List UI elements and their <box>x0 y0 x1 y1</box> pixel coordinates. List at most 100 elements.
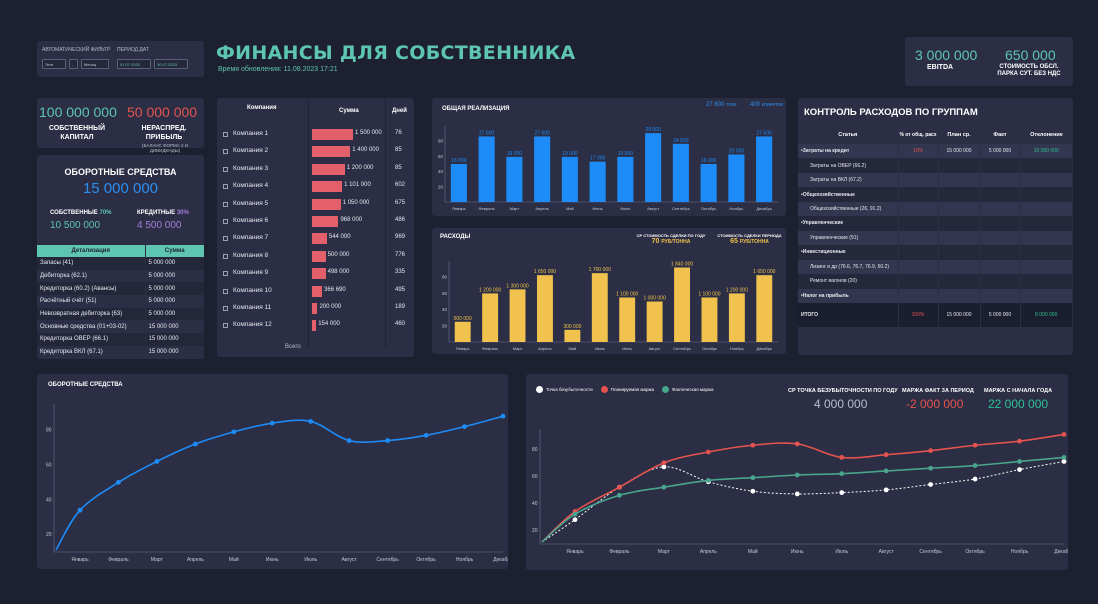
data-point[interactable] <box>1061 455 1067 460</box>
data-point[interactable] <box>1061 432 1067 437</box>
data-point[interactable] <box>1061 459 1067 464</box>
data-point[interactable] <box>661 460 667 466</box>
expand-icon[interactable] <box>223 323 228 329</box>
date-from-input[interactable]: 01.07.2023 <box>117 59 151 69</box>
company-row[interactable]: Компания 6 968 000 486 <box>217 213 411 230</box>
expand-icon[interactable] <box>223 271 228 277</box>
data-point[interactable] <box>928 482 934 487</box>
cost-row[interactable]: Лизинг и др (76.6, 76.7, 76.9, 60.2) <box>798 259 1073 275</box>
data-point[interactable] <box>269 420 275 426</box>
data-point[interactable] <box>1017 459 1022 464</box>
data-point[interactable] <box>839 471 845 477</box>
data-point[interactable] <box>794 491 800 497</box>
expand-icon[interactable] <box>223 132 228 137</box>
expand-icon[interactable] <box>223 253 228 259</box>
data-point[interactable] <box>1017 467 1022 472</box>
cost-row[interactable]: Затраты на ОВЕР (66.2) <box>798 158 1073 173</box>
detail-row: Кредиторка ОВЕР (66.1) 15 000 000 <box>37 333 204 346</box>
data-point[interactable] <box>972 442 978 448</box>
cost-row[interactable]: Управленческие (91) <box>798 230 1073 246</box>
data-point[interactable] <box>705 478 711 483</box>
data-point[interactable] <box>308 419 314 424</box>
cost-row[interactable]: •Общехозяйственные <box>798 187 1073 202</box>
data-point[interactable] <box>883 468 889 474</box>
cost-row[interactable]: •Управленческие <box>798 216 1073 231</box>
expenses-chart: 20 40 60 80 500 000 Январь 1 200 000 Февраль 1 3… <box>442 261 778 351</box>
cost-row[interactable]: Ремонт вагонов (20) <box>798 274 1073 289</box>
expand-icon[interactable] <box>223 166 228 172</box>
bar-value-label: 16 000 <box>451 158 467 164</box>
cost-total-row[interactable]: ИТОГО 100% 15 000 000 5 000 000 8 000 000 <box>798 302 1073 327</box>
data-point[interactable] <box>500 413 506 419</box>
data-point[interactable] <box>883 487 889 493</box>
data-point[interactable] <box>231 429 237 435</box>
series-line <box>55 415 504 551</box>
data-point[interactable] <box>705 449 711 455</box>
legend-plan[interactable]: Планируемая маржа <box>600 386 654 393</box>
company-row[interactable]: Компания 12 154 000 460 <box>217 317 411 334</box>
data-point[interactable] <box>839 455 845 460</box>
data-point[interactable] <box>883 452 889 458</box>
company-row[interactable]: Компания 8 500 000 776 <box>217 248 411 265</box>
expand-icon[interactable] <box>223 236 228 242</box>
expand-icon[interactable] <box>223 149 228 155</box>
data-point[interactable] <box>77 507 83 513</box>
cost-row[interactable]: Затраты на ВКЛ (67.2) <box>798 172 1073 188</box>
data-point[interactable] <box>462 424 467 430</box>
cost-row[interactable]: •Налог на прибыль <box>798 288 1073 303</box>
data-point[interactable] <box>928 448 934 454</box>
data-point[interactable] <box>572 511 578 517</box>
company-row[interactable]: Компания 11 200 000 189 <box>217 300 411 317</box>
company-row[interactable]: Компания 1 1 500 000 76 <box>217 126 411 143</box>
data-point[interactable] <box>794 441 800 447</box>
data-point[interactable] <box>750 488 756 494</box>
cost-row[interactable]: Общехозяйственные (26, 91.2) <box>798 201 1073 217</box>
expand-icon[interactable] <box>223 288 228 294</box>
company-row[interactable]: Компания 10 366 690 495 <box>217 283 411 300</box>
data-point[interactable] <box>1017 438 1022 444</box>
data-point[interactable] <box>154 459 160 464</box>
expand-icon[interactable] <box>223 219 228 224</box>
data-point[interactable] <box>385 438 391 443</box>
retained-note: (БАЛАНС ФОРМА 2 И ДИВИДЕНДЫ) <box>141 143 189 153</box>
data-point[interactable] <box>116 479 121 485</box>
sales-tons-unit: тонн <box>726 102 737 108</box>
data-point[interactable] <box>423 432 429 438</box>
bar <box>506 156 523 202</box>
data-point[interactable] <box>192 441 198 447</box>
company-row[interactable]: Компания 4 1 101 000 602 <box>217 178 411 195</box>
data-point[interactable] <box>661 464 667 470</box>
data-point[interactable] <box>572 517 578 523</box>
cc-cell-pct <box>898 172 939 188</box>
cost-row[interactable]: •Инвестиционные <box>798 245 1073 260</box>
legend-breakeven[interactable]: Точка безубыточности <box>536 386 593 393</box>
expand-icon[interactable] <box>223 306 228 311</box>
page-title: ФИНАНСЫ ДЛЯ СОБСТВЕННИКА <box>216 42 576 64</box>
company-row[interactable]: Компания 9 498 000 335 <box>217 265 411 282</box>
cc-cell-fact <box>980 274 1021 289</box>
filter-dash[interactable]: - <box>69 59 78 69</box>
data-point[interactable] <box>972 476 978 482</box>
data-point[interactable] <box>972 463 978 468</box>
data-point[interactable] <box>794 472 800 478</box>
filter-month[interactable]: Месяц <box>81 59 109 69</box>
data-point[interactable] <box>839 490 845 495</box>
company-row[interactable]: Компания 7 544 000 969 <box>217 230 411 247</box>
legend-fact[interactable]: Фактическая маржа <box>662 386 714 393</box>
cost-row[interactable]: •Затраты на кредит 10% 15 000 000 5 000 000… <box>798 144 1073 159</box>
date-to-input[interactable]: 30.07.2023 <box>154 59 188 69</box>
data-point[interactable] <box>661 484 667 490</box>
data-point[interactable] <box>617 492 622 498</box>
data-point[interactable] <box>617 484 622 490</box>
company-row[interactable]: Компания 5 1 050 000 675 <box>217 196 411 213</box>
data-point[interactable] <box>928 465 934 471</box>
expand-icon[interactable] <box>223 201 228 207</box>
data-point[interactable] <box>750 475 756 481</box>
data-point[interactable] <box>750 442 756 448</box>
expand-icon[interactable] <box>223 184 228 190</box>
company-row[interactable]: Компания 3 1 200 000 85 <box>217 161 411 178</box>
filter-this[interactable]: Этот <box>42 59 66 69</box>
company-row[interactable]: Компания 2 1 400 000 85 <box>217 143 411 160</box>
bar <box>478 136 495 202</box>
data-point[interactable] <box>346 438 352 443</box>
